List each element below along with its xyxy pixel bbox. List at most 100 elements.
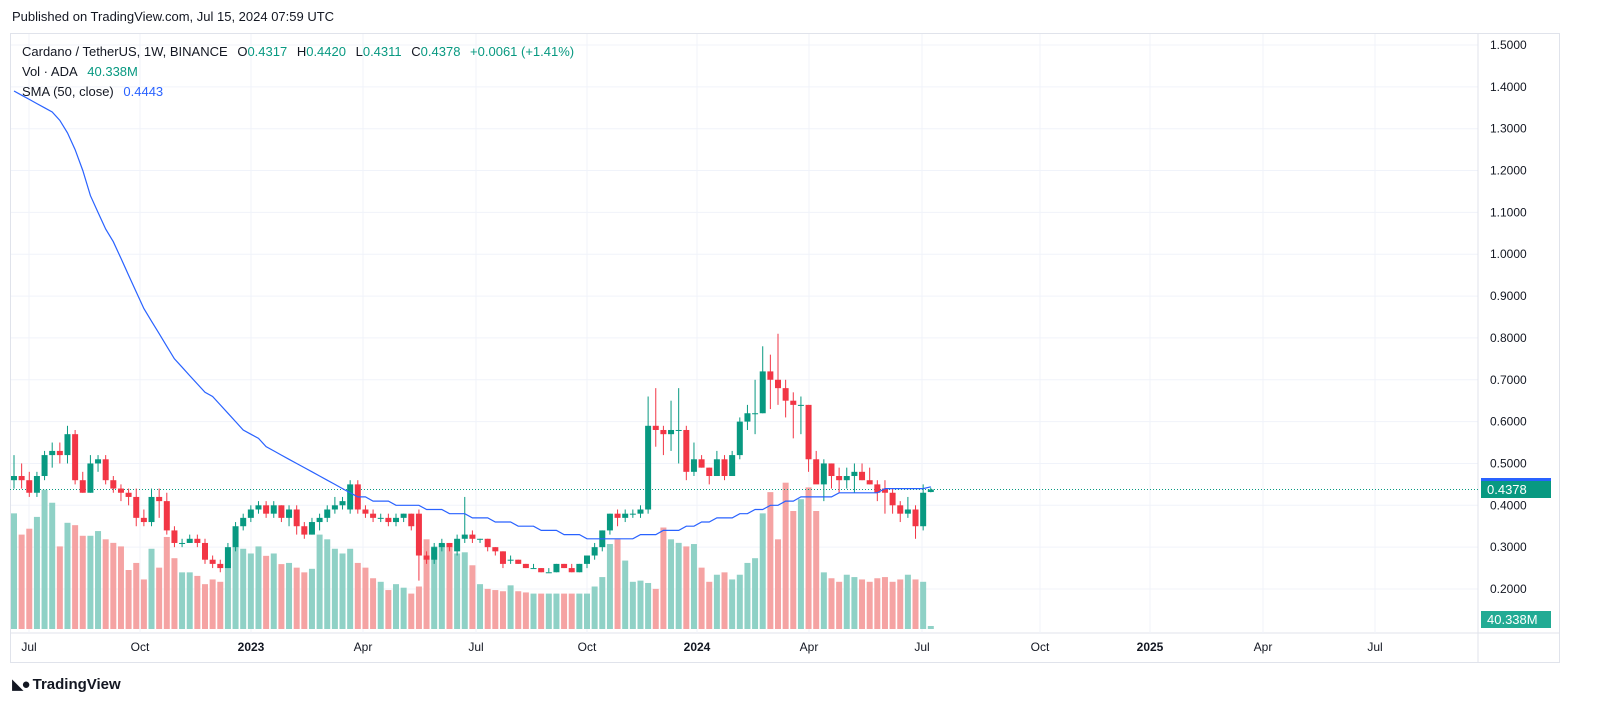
candle [568,563,575,573]
candle-body [904,509,911,514]
candle [706,467,713,485]
volume-bar [79,535,86,629]
symbol-title[interactable]: Cardano / TetherUS, 1W, BINANCE [22,44,228,59]
candle-body [736,421,743,456]
candle-body [668,429,675,435]
candle [721,455,728,481]
volume-bar [492,590,499,629]
candle [41,450,48,481]
candle-body [423,555,430,560]
volume-label: Vol · ADA [22,64,78,79]
chart-legend: Cardano / TetherUS, 1W, BINANCE O0.4317 … [22,42,574,102]
candle [110,476,117,493]
candle [125,488,132,506]
time-tick-label: 2024 [684,640,711,654]
candle-body [713,459,720,477]
volume-bar [499,591,506,629]
candle [813,450,820,485]
volume-bar [752,558,759,629]
volume-bar [706,581,713,629]
candle [308,517,315,535]
price-tick-label: 1.3000 [1490,122,1527,136]
volume-bar [599,577,606,629]
candle [87,455,94,493]
price-tick-label: 0.6000 [1490,415,1527,429]
candle [454,534,461,556]
candle-body [652,425,659,430]
volume-bar [95,531,102,629]
candle-body [278,505,285,518]
candle-body [820,463,827,485]
candle-body [706,467,713,477]
legend-sma-row[interactable]: SMA (50, close) 0.4443 [22,82,574,102]
price-tick-label: 1.2000 [1490,164,1527,178]
volume-bar-current [927,626,934,629]
volume-bar [851,577,858,629]
volume-bar [698,567,705,629]
volume-bar [110,542,117,629]
price-tick-label: 0.5000 [1490,456,1527,470]
candle-body [568,568,575,573]
candle-body [385,517,392,523]
volume-bar [721,572,728,629]
candle-body [530,568,537,570]
candle [461,496,468,543]
time-tick-label: 2023 [238,640,265,654]
candle [339,496,346,510]
time-tick-label: Apr [1254,640,1273,654]
volume-bar [102,539,109,629]
volume-bar [370,578,377,629]
time-tick-label: Jul [468,640,483,654]
candle-body [866,480,873,485]
volume-bar [87,535,94,629]
candle [790,392,797,439]
candle-body [125,492,132,497]
volume-bars [11,482,934,629]
volume-bar [33,516,40,629]
candle [362,505,369,518]
brand-name: TradingView [32,675,121,693]
chart-frame[interactable] [10,33,1560,663]
volume-bar [140,579,147,629]
candle-body [148,496,155,523]
candle [95,455,102,472]
candle [324,505,331,523]
candle-body [156,496,163,502]
volume-bar [545,593,552,629]
volume-bar [186,572,193,629]
price-tick-label: 0.3000 [1490,540,1527,554]
volume-bar [484,588,491,629]
volume-bar [767,492,774,629]
volume-bar [675,542,682,629]
open-label: O [237,44,248,59]
candle [698,455,705,468]
last-price-tag: 0.4378 [1481,481,1551,499]
candle [752,379,759,435]
tradingview-logo-icon: ◣● [12,676,31,693]
candle-body [744,413,751,422]
legend-volume-row[interactable]: Vol · ADA 40.338M [22,62,574,82]
candle [370,509,377,523]
candle [553,563,560,573]
volume-bar [469,565,476,629]
volume-bar [889,581,896,629]
candle-body [370,513,377,518]
volume-bar [553,593,560,629]
candle [920,484,927,531]
volume-bar [576,593,583,629]
candle-body [484,538,491,548]
volume-bar [49,502,56,629]
tradingview-logo[interactable]: ◣● TradingView [12,675,121,694]
volume-bar [393,584,399,629]
volume-bar [813,511,820,629]
volume-tag: 40.338M [1481,611,1551,628]
time-tick-label: Oct [131,640,150,654]
volume-value: 40.338M [87,64,138,79]
price-tick-label: 0.7000 [1490,373,1527,387]
candle-body [33,476,40,493]
price-tick-label: 0.2000 [1490,582,1527,596]
volume-bar [729,579,736,629]
volume-bar [622,560,629,629]
volume-bar [897,579,904,629]
